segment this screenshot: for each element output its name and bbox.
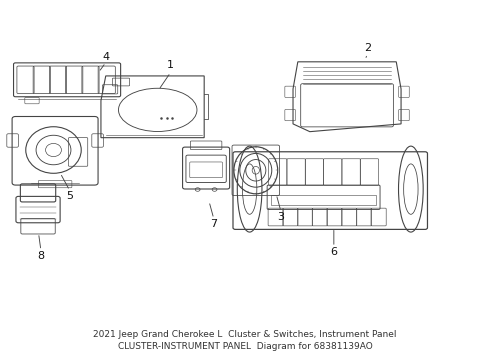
Text: 6: 6 xyxy=(330,247,337,257)
Bar xyxy=(271,195,376,206)
Text: 2021 Jeep Grand Cherokee L  Cluster & Switches, Instrument Panel
CLUSTER-INSTRUM: 2021 Jeep Grand Cherokee L Cluster & Swi… xyxy=(93,330,397,351)
Text: 5: 5 xyxy=(66,191,73,201)
Text: 2: 2 xyxy=(364,43,371,53)
Text: 7: 7 xyxy=(210,219,218,229)
Text: 8: 8 xyxy=(37,251,45,261)
Text: 1: 1 xyxy=(167,60,174,70)
Text: 4: 4 xyxy=(102,51,109,62)
Text: 3: 3 xyxy=(277,212,285,222)
